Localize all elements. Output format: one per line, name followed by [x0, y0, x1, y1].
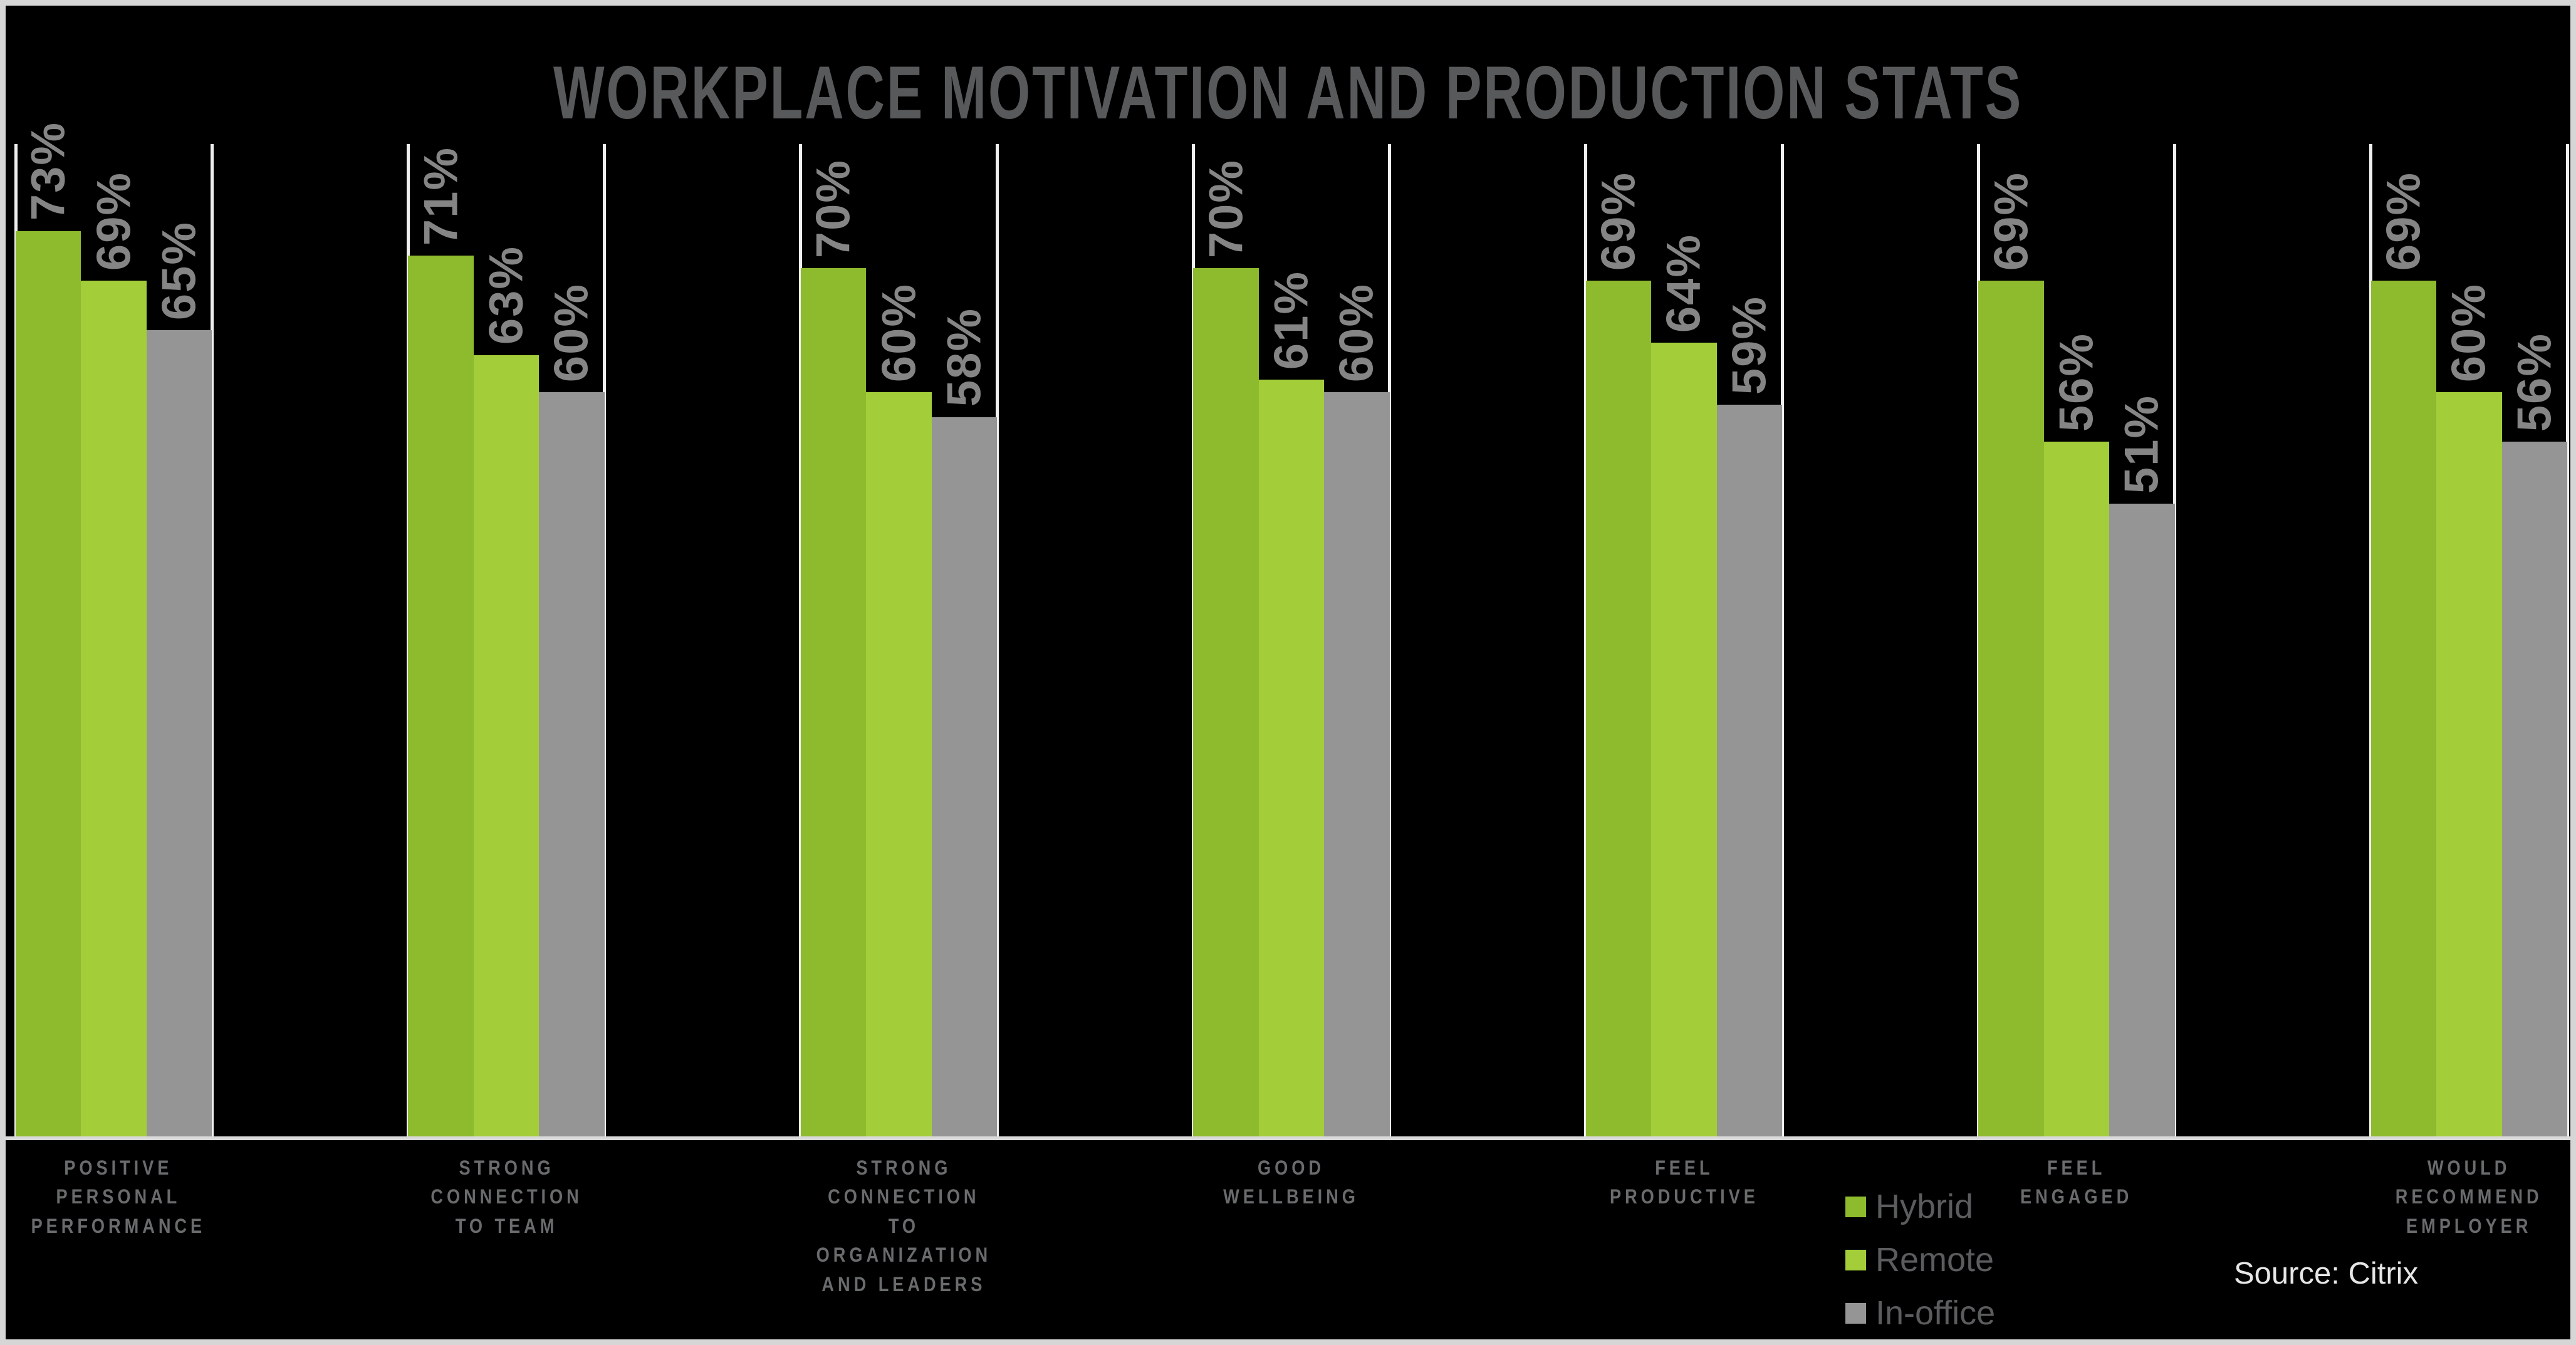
bar-value-label: 56%: [2050, 333, 2104, 432]
bar-inoffice: 56%: [2501, 333, 2567, 1136]
bar-group: 70% 60% 58%: [800, 144, 998, 1136]
grid-line: [2565, 144, 2569, 1136]
grid-line: [995, 144, 999, 1136]
legend-swatch-hybrid: [1845, 1196, 1866, 1217]
legend: Hybrid Remote In-office: [1845, 1187, 1995, 1339]
legend-swatch-remote: [1845, 1249, 1866, 1270]
bar-value-label: 69%: [87, 171, 141, 271]
bar-group: 73% 69% 65%: [16, 122, 212, 1136]
category-label: FEEL PRODUCTIVE: [1586, 1153, 1782, 1212]
grid-line: [603, 144, 607, 1136]
source-attribution: Source: Citrix: [2234, 1257, 2419, 1290]
bar-remote: 64%: [1651, 234, 1717, 1136]
bar-value-label: 60%: [545, 283, 598, 382]
bar-hybrid: 70%: [800, 159, 867, 1136]
bar-value-label: 60%: [1330, 283, 1384, 382]
bar-remote: 60%: [2436, 283, 2502, 1136]
bar-hybrid: 69%: [2370, 172, 2437, 1136]
bar-value-label: 71%: [414, 147, 468, 246]
bar-value-label: 70%: [1199, 158, 1253, 258]
bar-value-label: 69%: [1984, 171, 2038, 271]
legend-item: In-office: [1845, 1294, 1995, 1332]
chart-title: WORKPLACE MOTIVATION AND PRODUCTION STAT…: [6, 49, 2570, 136]
bar-remote: 56%: [2043, 333, 2110, 1136]
bar-remote: 63%: [473, 246, 540, 1136]
category-label: FEEL ENGAGED: [1978, 1153, 2174, 1212]
category-label-text: FEEL PRODUCTIVE: [1609, 1156, 1759, 1208]
bar-value-label: 60%: [2442, 283, 2496, 382]
plot-area: 73% 69% 65% 71% 63% 60% 70% 60% 58% 70% 61% 60% 69% 6…: [14, 122, 2569, 1136]
bar-group: 71% 63% 60%: [408, 144, 605, 1136]
bar-value-label: 69%: [1592, 171, 1645, 271]
bar-value-label: 61%: [1265, 271, 1318, 370]
bar-value-label: 70%: [806, 158, 860, 258]
bar-inoffice: 59%: [1716, 296, 1783, 1136]
bar-remote: 69%: [81, 172, 147, 1136]
bar-value-label: 73%: [21, 122, 75, 221]
category-label: WOULD RECOMMEND EMPLOYER: [2371, 1153, 2567, 1240]
bar-value-label: 59%: [1723, 295, 1776, 395]
category-label: GOOD WELLBEING: [1193, 1153, 1389, 1212]
bar-inoffice: 51%: [2109, 395, 2175, 1136]
legend-item: Hybrid: [1845, 1187, 1995, 1226]
category-label-text: WOULD RECOMMEND EMPLOYER: [2395, 1156, 2543, 1237]
category-label-text: STRONG CONNECTION TO TEAM: [430, 1156, 583, 1237]
bar-inoffice: 60%: [539, 283, 605, 1136]
grid-line: [1780, 144, 1784, 1136]
category-labels-row: POSITIVE PERSONAL PERFORMANCE STRONG CONN…: [16, 1153, 2567, 1339]
bar-group: 69% 56% 51%: [1978, 144, 2175, 1136]
x-axis-baseline: [6, 1136, 2570, 1140]
category-label: POSITIVE PERSONAL PERFORMANCE: [16, 1153, 212, 1240]
bar-value-label: 63%: [479, 246, 533, 345]
bar-value-label: 58%: [937, 308, 991, 407]
legend-item-label: In-office: [1875, 1294, 1996, 1332]
category-label: STRONG CONNECTION TO TEAM: [408, 1153, 604, 1240]
bar-value-label: 64%: [1657, 233, 1711, 333]
bar-value-label: 60%: [872, 283, 926, 382]
chart-title-text: WORKPLACE MOTIVATION AND PRODUCTION STAT…: [553, 51, 2023, 135]
bar-remote: 61%: [1258, 271, 1325, 1136]
bar-hybrid: 71%: [408, 147, 474, 1136]
bar-value-label: 65%: [152, 221, 206, 320]
category-label-text: FEEL ENGAGED: [2020, 1156, 2133, 1208]
bar-value-label: 56%: [2508, 333, 2562, 432]
bar-inoffice: 65%: [146, 221, 212, 1136]
legend-item-label: Remote: [1875, 1241, 1995, 1279]
grid-line: [1388, 144, 1392, 1136]
grid-line: [2173, 144, 2177, 1136]
category-label: STRONG CONNECTION TO ORGANIZATION AND LE…: [801, 1153, 997, 1299]
bar-group: 70% 61% 60%: [1193, 144, 1390, 1136]
bar-hybrid: 69%: [1978, 172, 2044, 1136]
bar-hybrid: 73%: [16, 122, 81, 1136]
legend-item: Remote: [1845, 1240, 1995, 1279]
category-label-text: GOOD WELLBEING: [1223, 1156, 1360, 1208]
bar-value-label: 69%: [2377, 171, 2431, 271]
bar-hybrid: 69%: [1585, 172, 1652, 1136]
bar-remote: 60%: [866, 283, 932, 1136]
bar-group: 69% 64% 59%: [1585, 144, 1783, 1136]
bar-inoffice: 58%: [931, 308, 998, 1136]
bar-inoffice: 60%: [1324, 283, 1390, 1136]
grid-line: [210, 144, 214, 1136]
legend-item-label: Hybrid: [1875, 1188, 1974, 1225]
category-label-text: STRONG CONNECTION TO ORGANIZATION AND LE…: [816, 1156, 991, 1296]
bar-group: 69% 60% 56%: [2370, 144, 2567, 1136]
category-label-text: POSITIVE PERSONAL PERFORMANCE: [31, 1156, 206, 1237]
bar-hybrid: 70%: [1193, 159, 1259, 1136]
bar-value-label: 51%: [2115, 395, 2169, 494]
legend-swatch-inoffice: [1845, 1302, 1866, 1324]
